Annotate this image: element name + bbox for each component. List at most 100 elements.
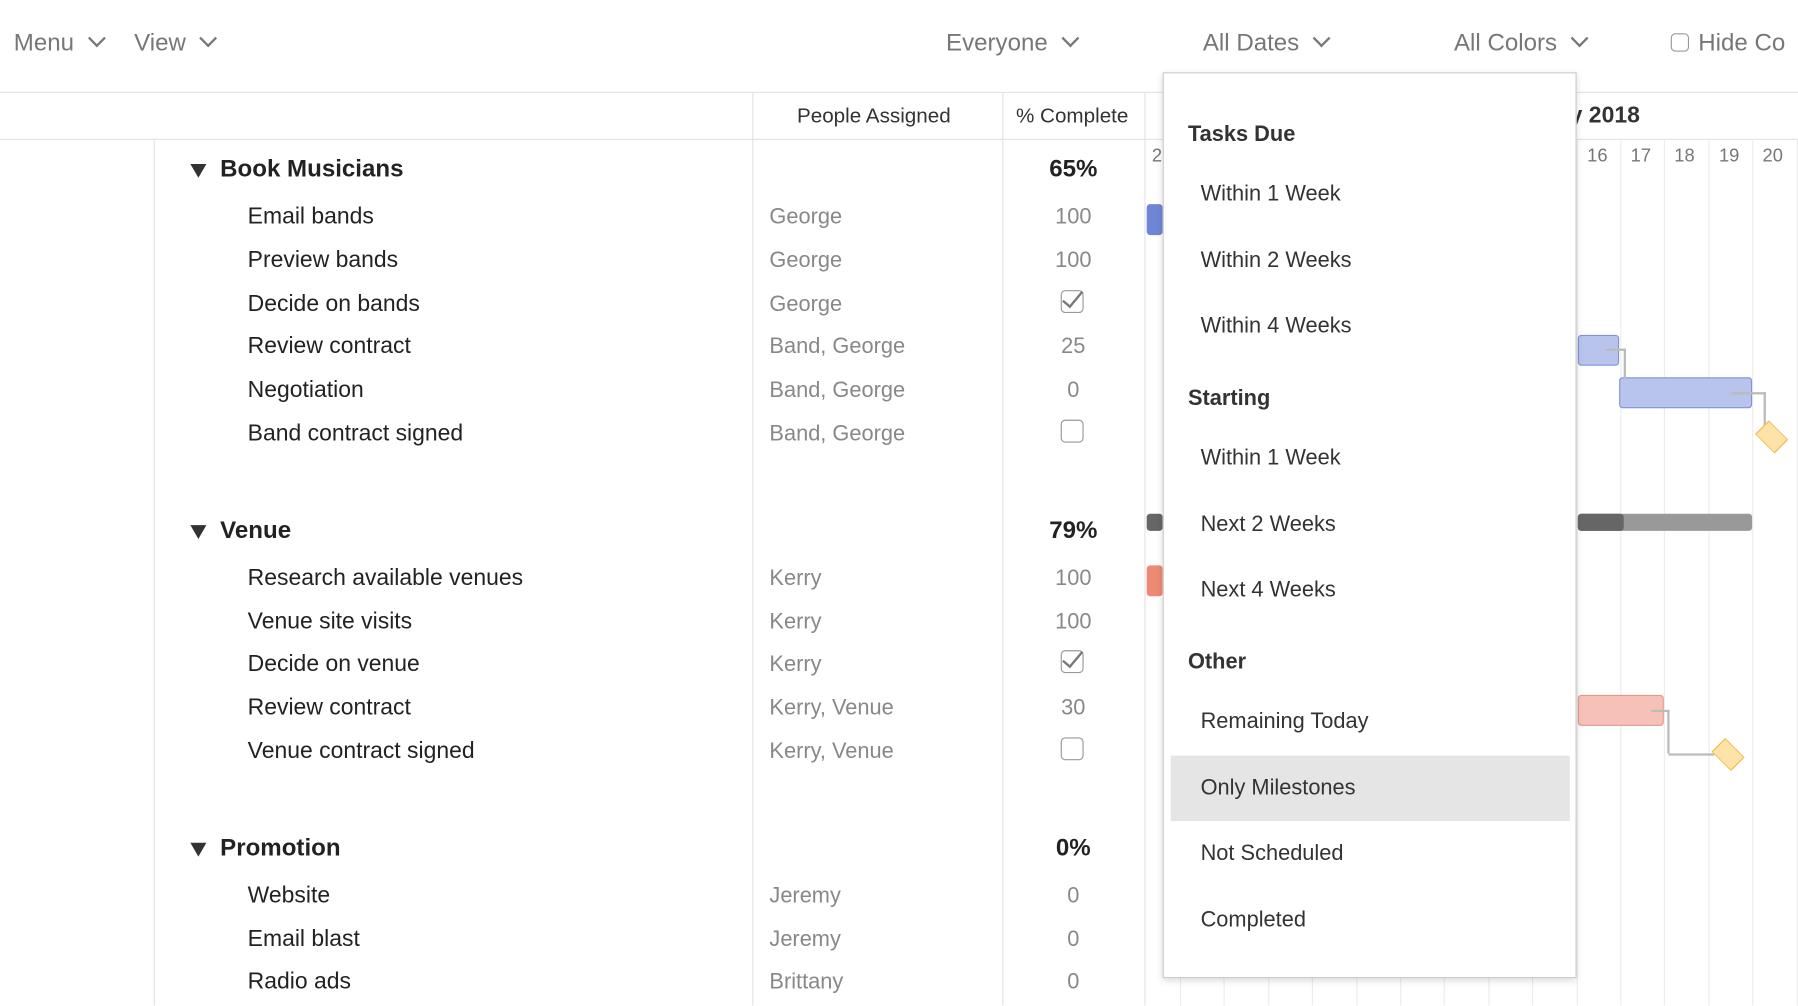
complete: 0 <box>1067 378 1080 403</box>
complete: 0 <box>1067 883 1080 908</box>
complete: 100 <box>1055 248 1092 273</box>
group-name: Venue <box>220 516 292 544</box>
collapse-toggle[interactable] <box>190 524 207 539</box>
task-name: Venue contract signed <box>247 738 475 764</box>
group-complete: 65% <box>1049 155 1098 183</box>
gantt-grid <box>1576 138 1578 1006</box>
dates-filter[interactable]: All Dates <box>1202 29 1331 58</box>
gantt-bar <box>1146 204 1163 236</box>
gantt-grid <box>1620 138 1622 1006</box>
task-name: Preview bands <box>247 247 399 273</box>
connector <box>1605 348 1626 379</box>
gantt-bar <box>1577 513 1624 531</box>
task-name: Review contract <box>247 334 411 360</box>
complete: 0 <box>1067 970 1080 995</box>
task-name: Venue site visits <box>247 608 413 634</box>
divider <box>1144 92 1146 1006</box>
group-complete: 79% <box>1049 516 1098 544</box>
task-name: Review contract <box>247 695 411 721</box>
divider <box>153 138 155 1006</box>
section-title: Starting <box>1187 386 1271 411</box>
menu-button[interactable]: Menu <box>13 29 106 58</box>
section-title: Other <box>1187 650 1247 675</box>
people: Band, George <box>769 378 906 403</box>
section-title: Tasks Due <box>1187 122 1296 147</box>
people: George <box>769 205 843 230</box>
group-name: Promotion <box>220 834 341 861</box>
colors-filter[interactable]: All Colors <box>1453 29 1589 58</box>
label: Menu <box>13 29 74 57</box>
divider <box>752 92 754 1006</box>
divider <box>0 138 1798 140</box>
milestone-checkbox[interactable] <box>1060 285 1084 313</box>
gantt-grid <box>1752 138 1754 1006</box>
menu-item[interactable]: Within 4 Weeks <box>1200 314 1352 339</box>
gantt-bar <box>1619 377 1753 409</box>
view-button[interactable]: View <box>134 29 218 58</box>
people: Brittany <box>769 970 844 995</box>
task-name: Radio ads <box>247 969 351 995</box>
gantt-grid <box>1708 138 1710 1006</box>
menu-item[interactable]: Not Scheduled <box>1200 841 1344 866</box>
divider <box>0 91 1798 93</box>
task-name: Email bands <box>247 204 374 230</box>
day-label: 17 <box>1630 146 1652 167</box>
complete: 30 <box>1061 696 1086 721</box>
dates-dropdown: Tasks Due Within 1 Week Within 2 Weeks With… <box>1162 72 1577 979</box>
day-label: 20 <box>1762 146 1783 167</box>
milestone-checkbox[interactable] <box>1060 646 1084 674</box>
label: All Dates <box>1202 29 1300 57</box>
label: Hide Co <box>1698 29 1786 57</box>
group-complete: 0% <box>1055 834 1091 861</box>
milestone-checkbox[interactable] <box>1060 737 1084 761</box>
column-header: % Complete <box>1015 104 1129 128</box>
connector <box>1668 753 1715 756</box>
connector <box>1731 392 1766 427</box>
menu-item[interactable]: Next 4 Weeks <box>1200 577 1336 603</box>
menu-item[interactable]: Within 2 Weeks <box>1200 248 1352 273</box>
people: Kerry, Venue <box>769 739 894 764</box>
menu-item[interactable]: Remaining Today <box>1200 709 1369 734</box>
label: View <box>134 29 186 57</box>
divider <box>1002 92 1004 1006</box>
people: Jeremy <box>769 927 841 952</box>
people-filter[interactable]: Everyone <box>946 29 1080 58</box>
menu-item[interactable]: Within 1 Week <box>1200 182 1341 207</box>
task-name: Decide on bands <box>247 290 420 317</box>
checkbox[interactable] <box>1670 33 1690 52</box>
day-label: 19 <box>1718 146 1740 167</box>
collapse-toggle[interactable] <box>190 163 207 178</box>
people: Kerry <box>769 652 822 677</box>
label: All Colors <box>1453 29 1558 57</box>
people: Jeremy <box>769 883 841 908</box>
people: George <box>769 248 843 273</box>
hide-completed[interactable]: Hide Co <box>1670 29 1786 58</box>
menu-item[interactable]: Completed <box>1200 907 1306 932</box>
menu-item[interactable]: Only Milestones <box>1200 775 1356 800</box>
task-name: Decide on venue <box>247 651 420 677</box>
menu-item[interactable]: Within 1 Week <box>1200 446 1341 471</box>
gantt-bar <box>1146 513 1163 531</box>
people: Kerry <box>769 609 822 634</box>
highlight <box>1170 755 1570 821</box>
checkmark <box>1062 285 1084 308</box>
gantt-bar <box>1146 565 1163 597</box>
task-name: Research available venues <box>247 565 524 591</box>
menu-item[interactable]: Next 2 Weeks <box>1200 511 1336 537</box>
people: Kerry, Venue <box>769 696 894 721</box>
checkmark <box>1062 646 1084 669</box>
complete: 100 <box>1055 609 1092 634</box>
collapse-toggle[interactable] <box>190 842 207 857</box>
task-name: Band contract signed <box>247 420 464 447</box>
gantt-bar <box>1577 694 1664 726</box>
complete: 25 <box>1061 335 1086 360</box>
label: Everyone <box>946 29 1048 57</box>
day-label: 2 <box>1151 146 1163 167</box>
milestone-checkbox[interactable] <box>1060 419 1084 443</box>
complete: 0 <box>1067 927 1080 952</box>
people: Kerry <box>769 566 822 591</box>
milestone <box>1711 737 1745 772</box>
gantt-grid <box>1796 138 1798 1006</box>
